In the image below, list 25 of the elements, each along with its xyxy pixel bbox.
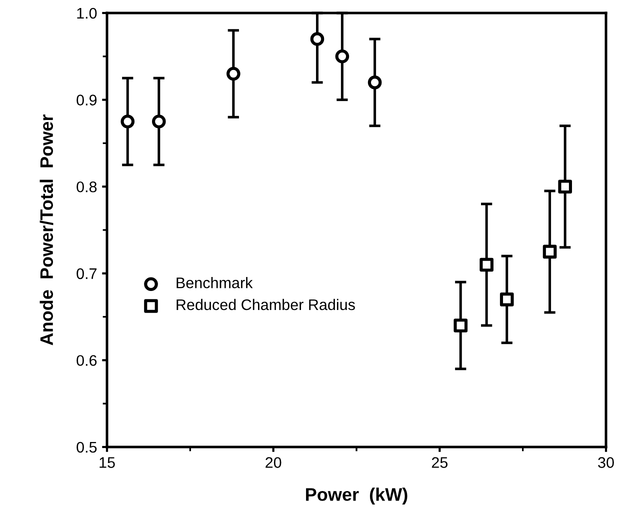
legend-label: Benchmark (176, 277, 253, 288)
point (310, 32, 324, 46)
y-axis-title: Anode Power/Total Power (40, 114, 54, 346)
point (120, 114, 135, 128)
legend-label: Reduced Chamber Radius (176, 298, 355, 310)
point (152, 114, 166, 128)
x-axis-title: Power (kW) (306, 488, 408, 504)
y-tick-label: 1.0 (77, 8, 97, 19)
point (500, 292, 514, 306)
y-tick-label: 0.6 (76, 355, 97, 366)
point (368, 76, 382, 90)
x-tick-label: 20 (266, 457, 282, 468)
point (226, 66, 240, 81)
x-tick-label: 15 (100, 457, 115, 468)
y-tick-label: 0.5 (76, 442, 97, 453)
point (335, 49, 350, 64)
point (480, 258, 494, 272)
x-tick-label: 25 (432, 457, 448, 468)
point (454, 318, 468, 332)
point (558, 180, 572, 194)
x-tick-label: 30 (598, 457, 614, 468)
y-tick-label: 0.9 (76, 94, 97, 106)
point (542, 244, 557, 259)
y-tick-label: 0.8 (76, 181, 97, 192)
y-tick-label: 0.7 (76, 268, 97, 280)
